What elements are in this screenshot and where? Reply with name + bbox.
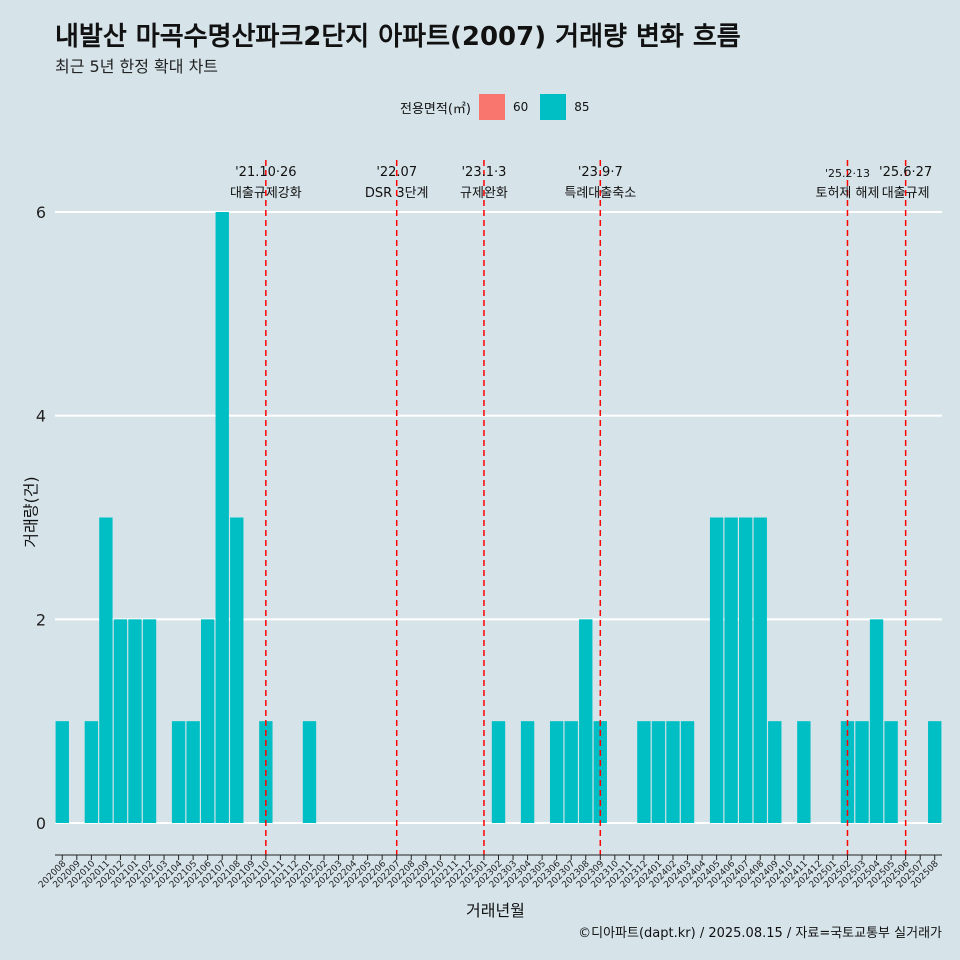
bar-202105 [186, 721, 200, 823]
annotation-date-202207: '22.07 [376, 165, 417, 180]
bar-202307 [564, 721, 578, 823]
annotation-label-202207: DSR 3단계 [365, 186, 429, 201]
y-tick-label-2: 2 [36, 610, 46, 629]
legend-swatch-60 [478, 94, 505, 120]
bar-202411 [797, 721, 811, 823]
bar-202106 [200, 619, 215, 823]
annotations: '21.10·26 대출규제강화 '22.07 DSR 3단계 '23.1·3 규제완화 '… [230, 165, 932, 201]
source-caption: ©디아파트(dapt.kr) / 2025.08.15 / 자료=국토교통부 실… [578, 926, 942, 941]
bar-202407 [739, 517, 753, 823]
x-axis-title: 거래년월 [466, 901, 525, 920]
annotation-label-202301: 규제완화 [460, 186, 508, 201]
annotation-date-202301: '23.1·3 [461, 165, 506, 180]
chart-subtitle: 최근 5년 한정 확대 차트 [55, 57, 219, 76]
y-tick-label-6: 6 [36, 203, 46, 222]
bar-202308 [579, 619, 593, 823]
bar-202102 [142, 619, 157, 823]
bar-202409 [768, 721, 782, 823]
bar-202505 [884, 721, 898, 823]
legend-label-85: 85 [574, 100, 590, 114]
chart-title: 내발산 마곡수명산파크2단지 아파트(2007) 거래량 변화 흐름 [55, 22, 741, 52]
bar-202504 [869, 619, 884, 823]
bar-202104 [171, 721, 186, 823]
bar-202503 [855, 721, 869, 823]
annotation-label-202502: 토허제 해제 [816, 186, 880, 201]
bar-202406 [724, 517, 738, 823]
x-axis: 2020082020092020102020112020122021012021… [37, 854, 942, 890]
annotation-label-202309: 특례대출축소 [564, 186, 636, 201]
y-axis-ticks: 0 2 4 6 [36, 203, 46, 833]
y-axis-title: 거래량(건) [21, 476, 41, 548]
legend-title: 전용면적(㎡) [400, 101, 471, 117]
bar-202011 [99, 517, 113, 823]
y-tick-label-4: 4 [36, 407, 46, 426]
y-tick-label-0: 0 [36, 814, 46, 833]
bar-202008 [55, 721, 69, 823]
bar-202101 [128, 619, 142, 823]
legend-swatch-85 [540, 94, 567, 120]
bar-202012 [113, 619, 128, 823]
bar-202108 [230, 517, 244, 823]
bar-202304 [520, 721, 535, 823]
annotation-label-202506: 대출규제 [882, 186, 930, 201]
annotation-date-202502: '25.2·13 [825, 167, 870, 180]
annotation-date-202506: '25.6·27 [879, 165, 932, 180]
annotation-label-202110: 대출규제강화 [230, 186, 302, 201]
annotation-date-202309: '23.9·7 [578, 165, 623, 180]
bar-202306 [549, 721, 564, 823]
legend: 전용면적(㎡) 60 85 [400, 93, 602, 121]
bar-202201 [302, 721, 317, 823]
bar-202508 [928, 721, 942, 823]
bar-202107 [215, 212, 229, 823]
bar-202408 [753, 517, 767, 823]
bars [55, 212, 942, 823]
bar-202401 [651, 721, 666, 823]
legend-label-60: 60 [512, 100, 529, 114]
bar-202312 [637, 721, 651, 823]
annotation-date-202110: '21.10·26 [235, 165, 296, 180]
bar-202405 [709, 517, 724, 823]
event-lines [265, 160, 907, 855]
bar-202302 [491, 721, 506, 823]
bar-202402 [666, 721, 680, 823]
bar-202010 [84, 721, 99, 823]
bar-202403 [680, 721, 695, 823]
